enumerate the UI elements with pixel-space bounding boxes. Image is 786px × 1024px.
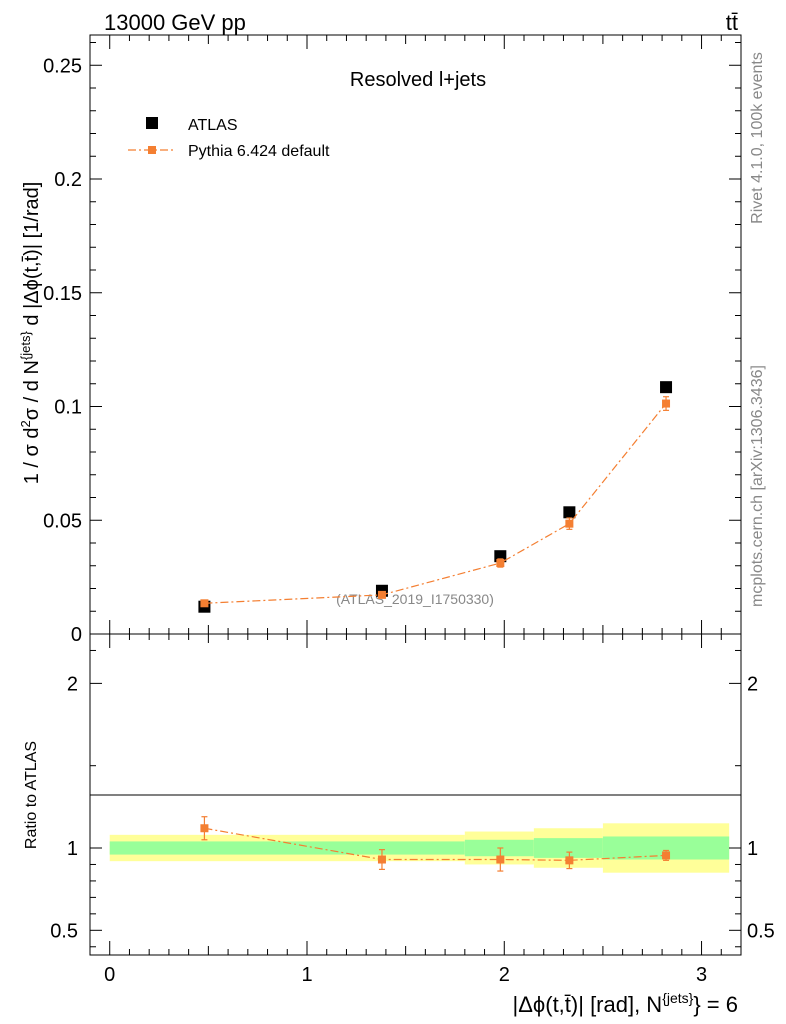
ratio-ytick-label: 0.5 (50, 920, 78, 942)
ratio-band-inner (533, 838, 603, 858)
mcplots-label: mcplots.cern.ch [arXiv:1306.3436] (749, 365, 766, 607)
ratio-ytick-label-right: 0.5 (747, 920, 775, 942)
main-ytick-label: 0.1 (54, 397, 82, 419)
pythia-point (565, 519, 574, 528)
process-label: tt̄ (726, 10, 738, 35)
ratio-ytick-label-right: 2 (747, 673, 758, 695)
pythia-point (377, 590, 386, 599)
ratio-xtick-label: 2 (499, 964, 510, 986)
pythia-line (204, 403, 667, 604)
ratio-ytick-label-right: 1 (747, 838, 758, 860)
ratio-ytick-label: 2 (67, 673, 78, 695)
atlas-data-point (563, 506, 576, 519)
main-title: Resolved l+jets (350, 69, 486, 91)
analysis-watermark: (ATLAS_2019_I1750330) (336, 591, 494, 607)
legend: ATLAS Pythia 6.424 default (128, 117, 330, 160)
main-panel: 1 / σ d2σ / d N{jets} d |Δϕ(t,t̄)| [1/ra… (18, 34, 742, 646)
ratio-frame (89, 633, 742, 956)
rivet-label: Rivet 4.1.0, 100k events (749, 52, 766, 224)
pythia-ratio-point (496, 855, 505, 864)
ratio-xtick-label: 3 (696, 964, 707, 986)
main-ytick-label: 0 (71, 624, 82, 646)
main-ytick-label: 0.05 (43, 510, 82, 532)
pythia-point (200, 599, 209, 608)
main-ylabel: 1 / σ d2σ / d N{jets} d |Δϕ(t,t̄)| [1/ra… (18, 182, 43, 485)
ratio-ytick-label: 1 (67, 838, 78, 860)
ratio-band-inner (602, 836, 730, 860)
ratio-panel: Ratio to ATLAS 0.5 0.5 1 1 2 2 0 1 2 3 |Δϕ(t,t̄)… (23, 633, 775, 1017)
pythia-point (662, 399, 671, 408)
ratio-band-inner (109, 841, 465, 855)
legend-label-atlas: ATLAS (188, 117, 238, 134)
pythia-ratio-point (662, 851, 671, 860)
ratio-ylabel: Ratio to ATLAS (23, 741, 40, 849)
main-ytick-label: 0.25 (43, 55, 82, 77)
ratio-xtick-label: 0 (104, 964, 115, 986)
ratio-xtick-label: 1 (301, 964, 312, 986)
x-axis-label: |Δϕ(t,t̄)| [rad], N{jets}} = 6 (513, 990, 738, 1017)
pythia-ratio-point (377, 855, 386, 864)
legend-marker-atlas (146, 117, 158, 129)
main-ytick-label: 0.2 (54, 169, 82, 191)
legend-marker-pythia (148, 146, 156, 154)
pythia-point (496, 559, 505, 568)
main-ytick-label: 0.15 (43, 283, 82, 305)
atlas-data-point (660, 381, 673, 394)
pythia-ratio-point (565, 856, 574, 865)
legend-label-pythia: Pythia 6.424 default (188, 143, 330, 160)
pythia-ratio-point (200, 824, 209, 833)
energy-label: 13000 GeV pp (104, 10, 246, 35)
